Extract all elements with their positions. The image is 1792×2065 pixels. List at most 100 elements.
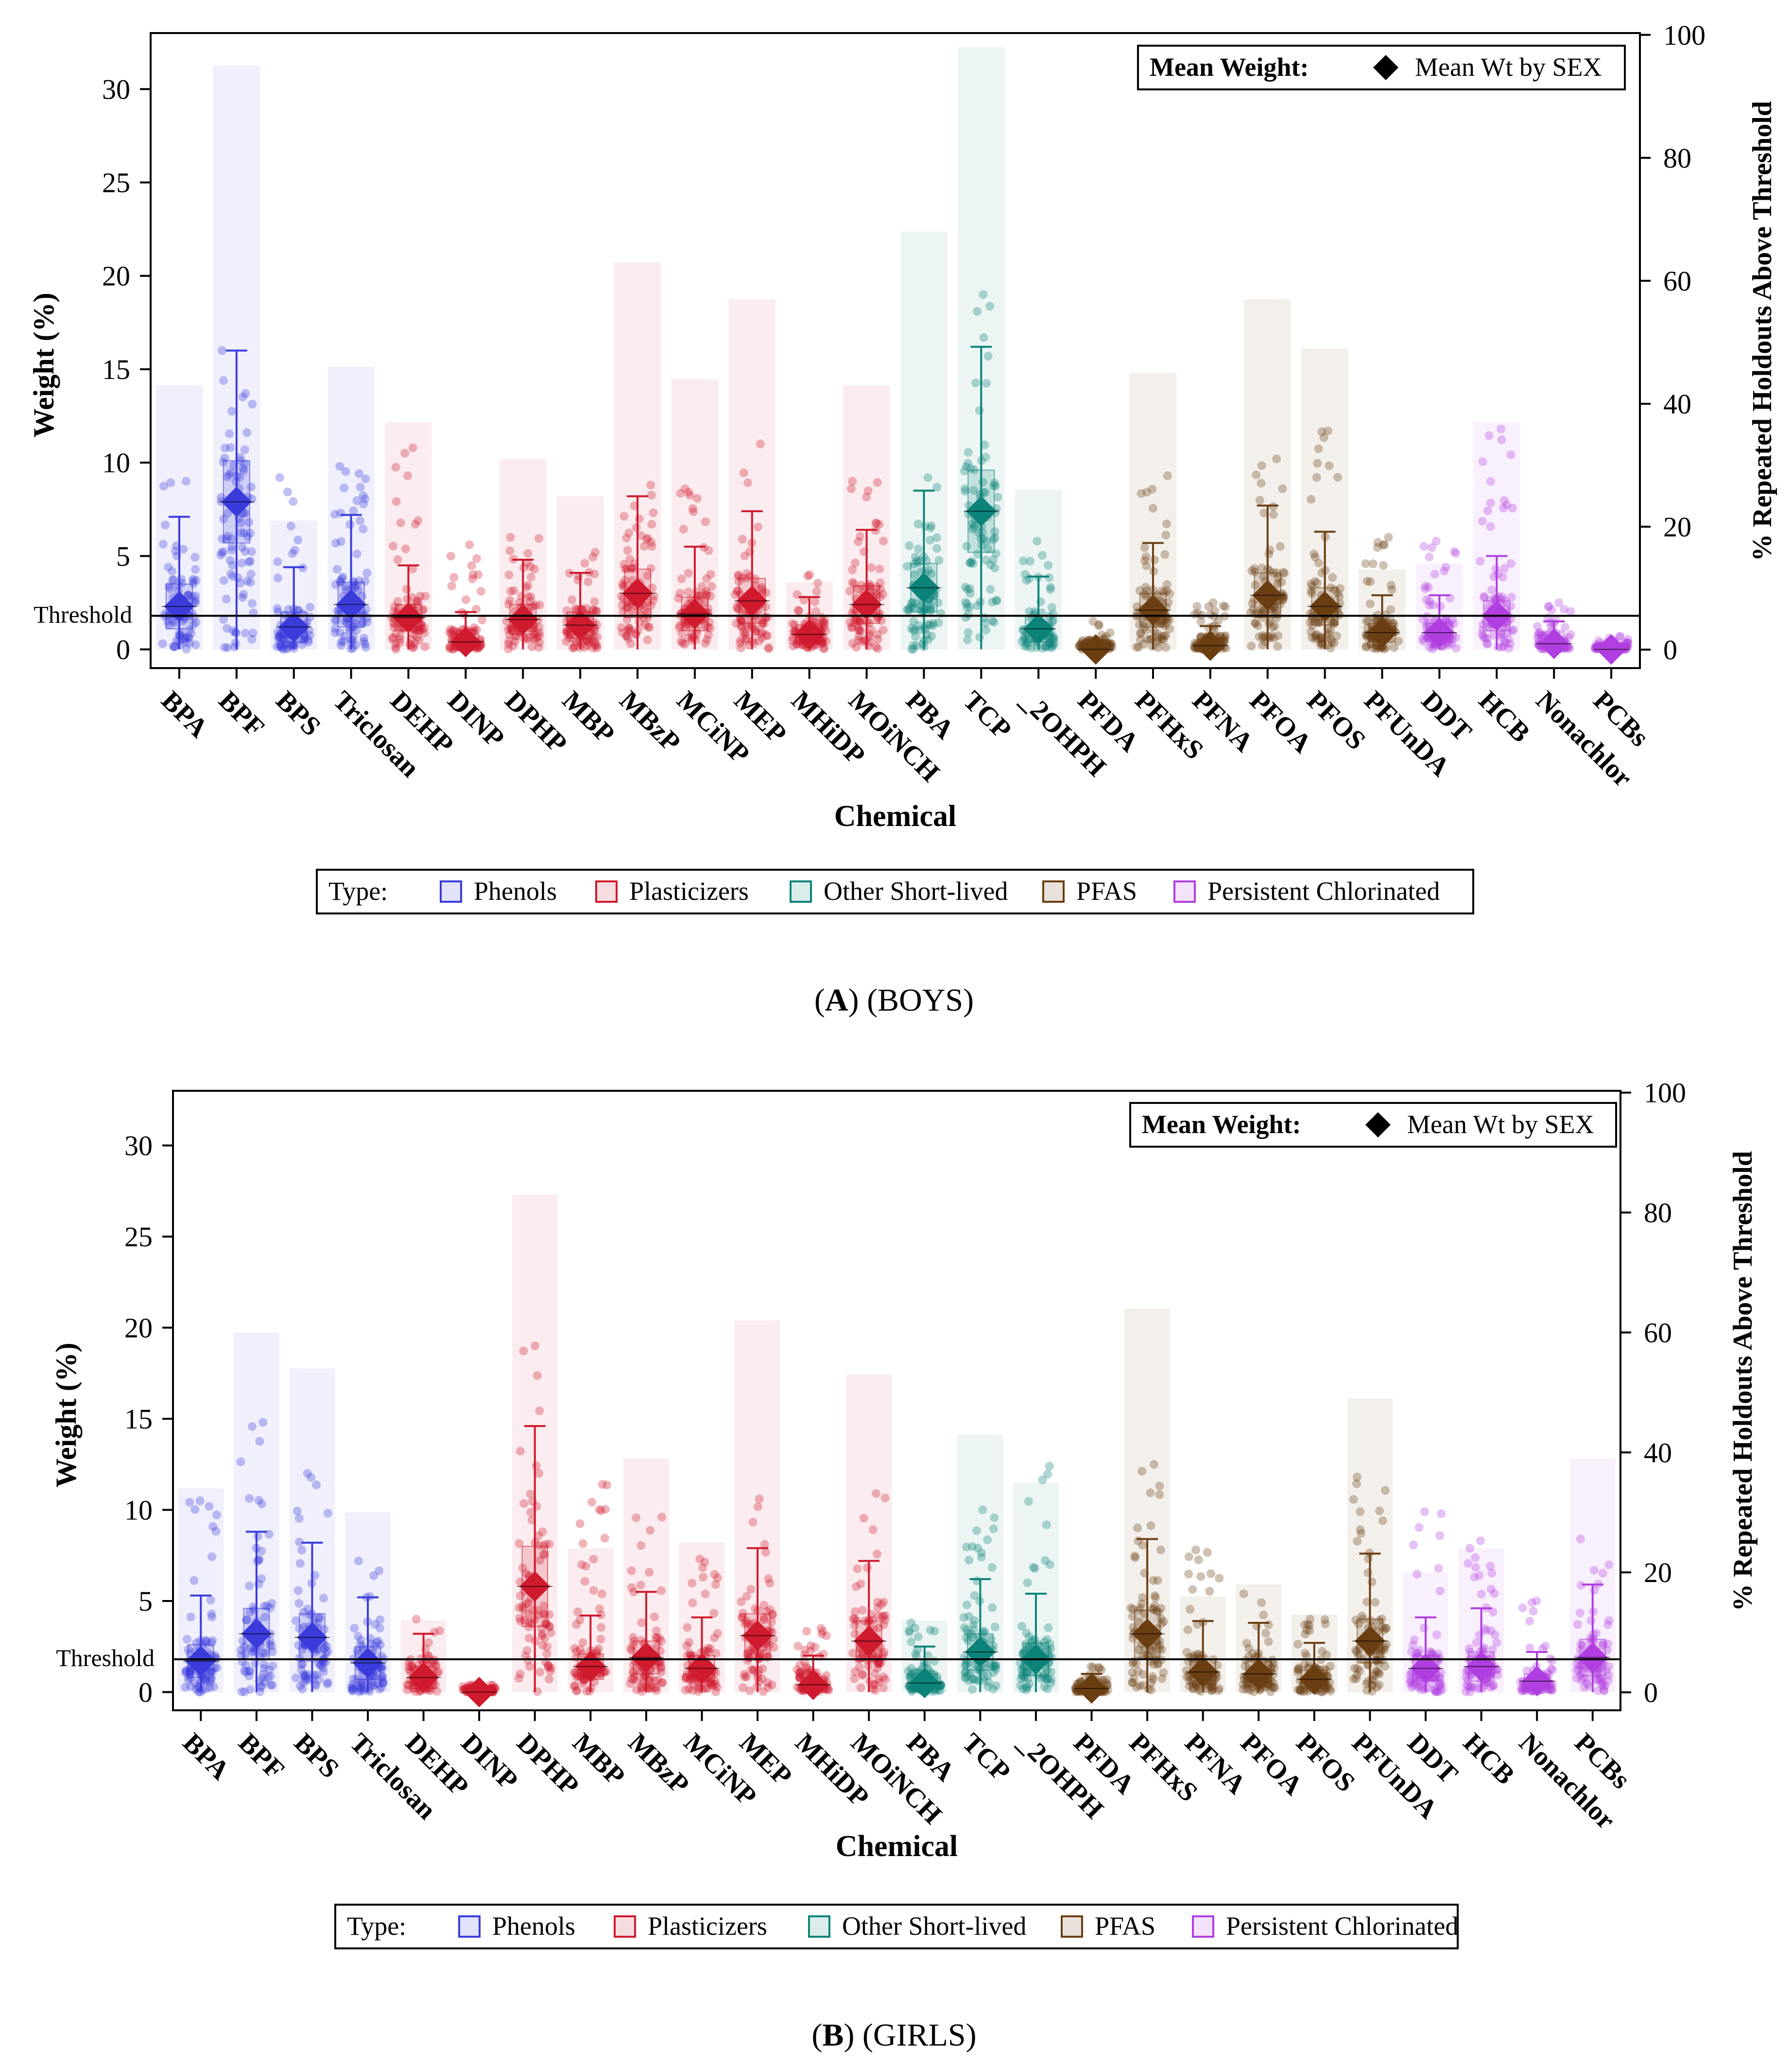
data-point [361,643,370,652]
data-point [275,473,284,482]
data-point [388,635,397,644]
data-point [1525,1617,1534,1626]
data-point [1161,531,1171,540]
data-point [1153,1576,1162,1585]
data-point [519,1346,528,1356]
data-point [227,407,236,416]
data-point [626,639,635,648]
data-point [647,490,656,499]
data-point [1239,1589,1248,1598]
data-point [411,519,420,529]
data-point [225,556,235,565]
data-point [710,1570,719,1579]
data-point [447,581,456,590]
data-point [689,507,698,516]
data-point [973,307,982,316]
x-tick-label: HCB [1473,685,1536,748]
data-point [629,1675,638,1684]
data-point [1547,605,1556,615]
data-point [743,478,752,487]
data-point [913,544,923,553]
data-point [221,444,230,453]
data-point [1380,1486,1390,1495]
data-point [246,556,255,566]
data-point [511,631,520,640]
data-point [533,633,542,642]
data-point [592,641,602,650]
data-point [283,640,292,649]
data-point [872,1549,881,1559]
data-point [336,537,345,546]
data-point [622,533,631,543]
data-point [1272,454,1281,464]
data-point [191,591,200,601]
data-point [751,627,760,637]
data-point [312,1480,321,1490]
data-point [182,477,191,486]
data-point [236,518,245,528]
data-point [704,630,713,639]
data-point [568,595,577,604]
data-point [504,570,514,580]
data-point [358,618,367,627]
data-point [684,587,693,597]
data-point [1486,499,1495,508]
data-point [361,474,370,483]
data-point [637,1687,646,1696]
data-point [873,644,882,654]
data-point [182,645,191,654]
data-point [739,628,748,637]
data-point [979,333,988,342]
mean-legend-title: Mean Weight: [1150,52,1309,82]
data-point [166,478,175,487]
data-point [531,1342,540,1350]
data-point [737,1597,746,1606]
data-point [400,448,410,458]
data-point [1046,583,1055,592]
data-point [1432,1630,1441,1639]
data-point [356,482,365,492]
data-point [393,597,402,606]
data-point [789,641,798,651]
data-point [1490,1589,1499,1598]
data-point [909,645,918,654]
data-point [519,634,529,643]
data-point [627,606,636,616]
data-point [702,574,711,584]
data-point [246,1685,255,1694]
data-point [676,489,685,498]
data-point [756,629,765,638]
data-point [800,1645,810,1654]
data-point [245,1581,254,1590]
data-point [701,638,710,648]
y-tick-label: 5 [138,1585,153,1617]
data-point [223,509,232,518]
data-point [187,629,196,638]
data-point [962,599,971,608]
points-bpa [158,477,201,654]
data-point [848,477,857,486]
data-point [468,574,477,584]
data-point [506,533,515,542]
data-point [258,1418,268,1427]
data-point [396,635,405,644]
data-point [239,464,248,473]
data-point [741,636,750,645]
data-point [273,604,282,613]
data-point [224,470,234,480]
data-point [587,1497,596,1507]
data-point [294,1514,304,1523]
data-point [600,1533,609,1543]
data-point [1047,603,1056,612]
data-point [319,1594,328,1603]
data-point [446,551,455,561]
data-point [354,576,363,585]
data-point [1414,1523,1424,1532]
data-point [590,569,599,579]
data-point [1257,479,1266,488]
data-point [1527,1598,1536,1607]
data-point [1148,1672,1157,1681]
data-point [276,642,285,651]
data-point [191,596,200,605]
data-point [1375,1669,1384,1679]
